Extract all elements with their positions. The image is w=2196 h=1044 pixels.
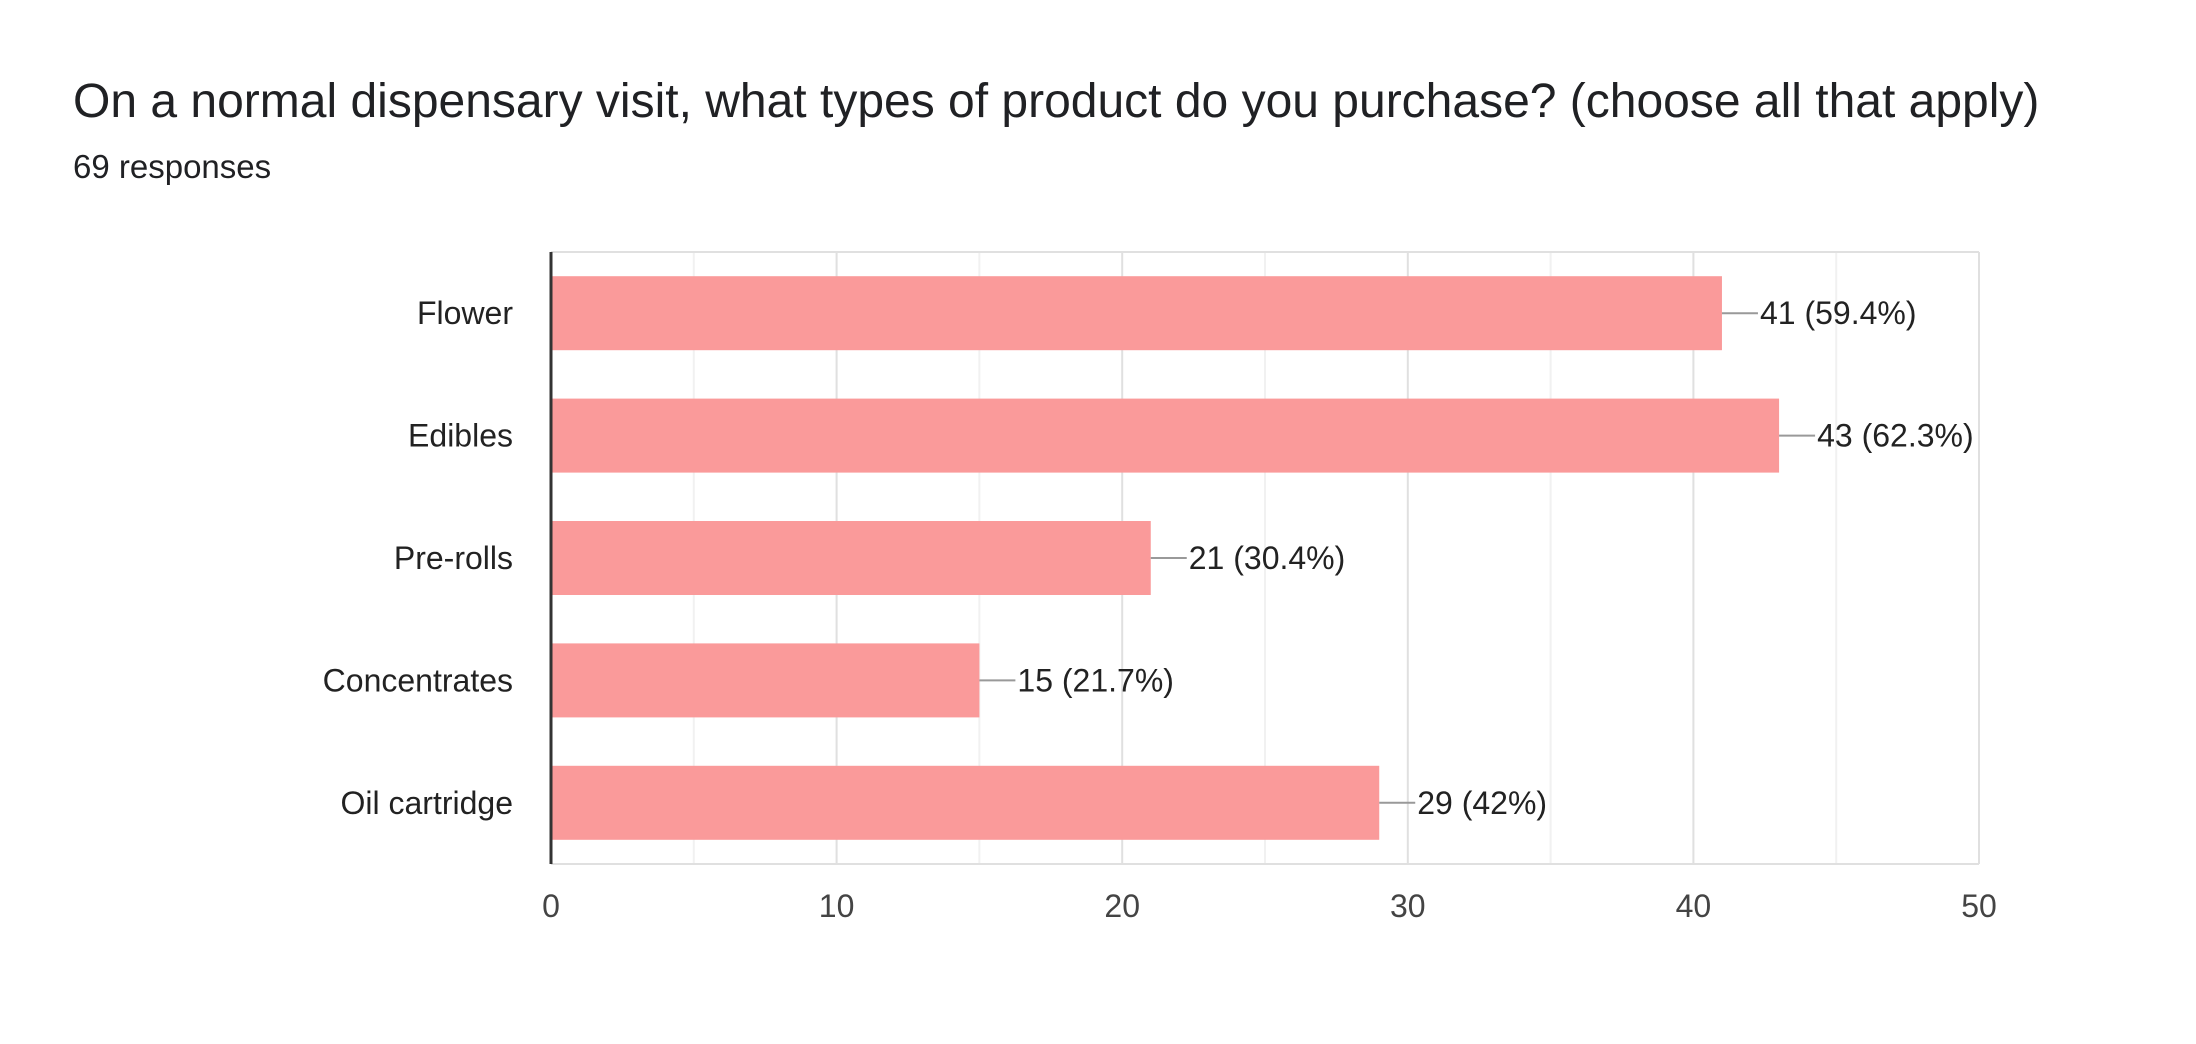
- axes: 0 10 20 30 40 50: [542, 252, 1997, 924]
- category-label: Pre-rolls: [394, 540, 513, 576]
- data-label: 43 (62.3%): [1817, 418, 1974, 454]
- bar-flower[interactable]: [551, 276, 1722, 351]
- bar-oil-cartridge[interactable]: [551, 765, 1380, 840]
- data-label: 21 (30.4%): [1189, 540, 1346, 576]
- gridlines: [551, 251, 1980, 865]
- bars: [551, 276, 1780, 840]
- category-label: Edibles: [408, 418, 513, 454]
- bar-edibles[interactable]: [551, 398, 1780, 473]
- response-count: 69 responses: [73, 148, 272, 185]
- x-tick-label: 40: [1676, 888, 1712, 924]
- question-title: On a normal dispensary visit, what types…: [73, 75, 2040, 128]
- x-tick-label: 10: [819, 888, 855, 924]
- category-label: Concentrates: [323, 662, 513, 698]
- category-label: Flower: [417, 295, 513, 331]
- x-tick-label: 0: [542, 888, 560, 924]
- x-tick-label: 30: [1390, 888, 1426, 924]
- data-label: 41 (59.4%): [1760, 295, 1917, 331]
- bar-concentrates[interactable]: [551, 643, 980, 718]
- category-label: Oil cartridge: [341, 785, 514, 821]
- x-tick-label: 50: [1961, 888, 1997, 924]
- data-labels: Flower 41 (59.4%) Edibles 43 (62.3%) Pre-rol…: [323, 295, 1974, 821]
- x-tick-label: 20: [1104, 888, 1140, 924]
- bar-pre-rolls[interactable]: [551, 521, 1151, 595]
- data-label: 29 (42%): [1417, 785, 1547, 821]
- data-label: 15 (21.7%): [1017, 662, 1174, 698]
